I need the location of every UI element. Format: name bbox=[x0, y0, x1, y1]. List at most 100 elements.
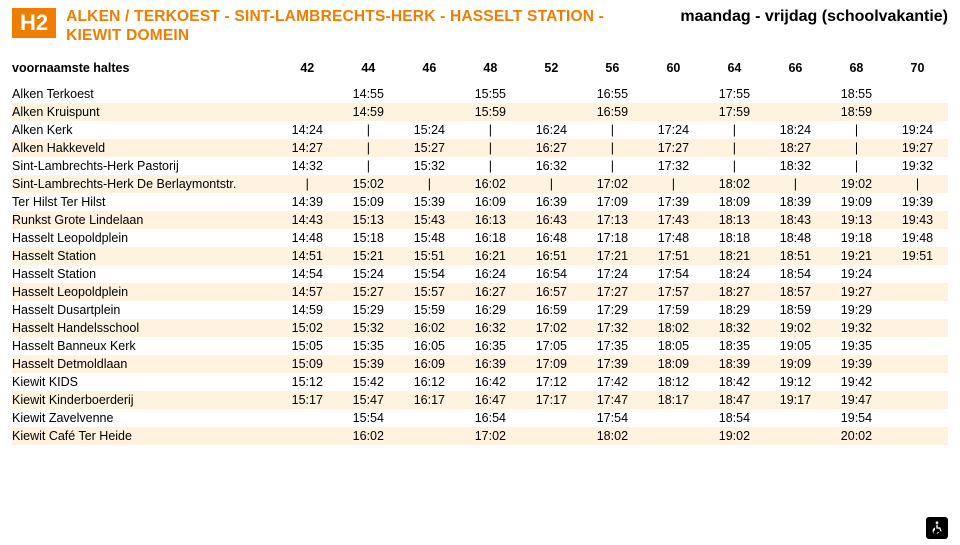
time-cell: 19:35 bbox=[826, 337, 887, 355]
column-header-ref: 46 bbox=[399, 55, 460, 85]
time-cell: 17:27 bbox=[643, 139, 704, 157]
time-cell: 19:05 bbox=[765, 337, 826, 355]
timetable-body: Alken Terkoest14:5515:5516:5517:5518:55A… bbox=[12, 85, 948, 445]
time-cell: 18:02 bbox=[582, 427, 643, 445]
time-cell: 18:12 bbox=[643, 373, 704, 391]
time-cell: 19:32 bbox=[826, 319, 887, 337]
time-cell: | bbox=[582, 157, 643, 175]
time-cell: 15:54 bbox=[399, 265, 460, 283]
time-cell: 17:02 bbox=[460, 427, 521, 445]
time-cell: 19:09 bbox=[826, 193, 887, 211]
stop-name: Hasselt Dusartplein bbox=[12, 301, 277, 319]
time-cell: 16:27 bbox=[521, 139, 582, 157]
time-cell: 15:55 bbox=[460, 85, 521, 103]
stop-name: Kiewit Café Ter Heide bbox=[12, 427, 277, 445]
time-cell: | bbox=[399, 175, 460, 193]
stop-name: Alken Kerk bbox=[12, 121, 277, 139]
time-cell: 18:35 bbox=[704, 337, 765, 355]
time-cell: 18:09 bbox=[704, 193, 765, 211]
time-cell: 17:21 bbox=[582, 247, 643, 265]
time-cell: 16:54 bbox=[460, 409, 521, 427]
time-cell: 16:05 bbox=[399, 337, 460, 355]
time-cell: 15:47 bbox=[338, 391, 399, 409]
time-cell: 19:54 bbox=[826, 409, 887, 427]
time-cell: 19:27 bbox=[887, 139, 948, 157]
time-cell: 18:17 bbox=[643, 391, 704, 409]
time-cell: 17:09 bbox=[582, 193, 643, 211]
table-row: Alken Kerk14:24|15:24|16:24|17:24|18:24|… bbox=[12, 121, 948, 139]
time-cell: 14:27 bbox=[277, 139, 338, 157]
time-cell: 18:39 bbox=[704, 355, 765, 373]
time-cell: 14:57 bbox=[277, 283, 338, 301]
time-cell: 18:18 bbox=[704, 229, 765, 247]
column-header-ref: 56 bbox=[582, 55, 643, 85]
time-cell: 16:13 bbox=[460, 211, 521, 229]
time-cell: 18:09 bbox=[643, 355, 704, 373]
time-cell: 17:39 bbox=[643, 193, 704, 211]
time-cell: 16:59 bbox=[582, 103, 643, 121]
time-cell bbox=[765, 427, 826, 445]
time-cell bbox=[643, 103, 704, 121]
time-cell: | bbox=[826, 157, 887, 175]
time-cell: 15:02 bbox=[277, 319, 338, 337]
time-cell: 20:02 bbox=[826, 427, 887, 445]
time-cell: 17:35 bbox=[582, 337, 643, 355]
time-cell: 14:59 bbox=[338, 103, 399, 121]
time-cell: 18:27 bbox=[765, 139, 826, 157]
time-cell: 17:55 bbox=[704, 85, 765, 103]
time-cell: 16:48 bbox=[521, 229, 582, 247]
time-cell: 15:54 bbox=[338, 409, 399, 427]
stop-name: Kiewit KIDS bbox=[12, 373, 277, 391]
time-cell: 14:48 bbox=[277, 229, 338, 247]
time-cell bbox=[643, 85, 704, 103]
time-cell: | bbox=[460, 121, 521, 139]
time-cell: 17:54 bbox=[582, 409, 643, 427]
time-cell: 15:24 bbox=[399, 121, 460, 139]
time-cell: 16:43 bbox=[521, 211, 582, 229]
time-cell: | bbox=[582, 121, 643, 139]
time-cell bbox=[887, 283, 948, 301]
time-cell: 16:17 bbox=[399, 391, 460, 409]
time-cell: 18:24 bbox=[704, 265, 765, 283]
time-cell: 15:32 bbox=[399, 157, 460, 175]
table-row: Ter Hilst Ter Hilst14:3915:0915:3916:091… bbox=[12, 193, 948, 211]
time-cell: 17:47 bbox=[582, 391, 643, 409]
time-cell bbox=[277, 409, 338, 427]
time-cell: 17:18 bbox=[582, 229, 643, 247]
table-row: Hasselt Detmoldlaan15:0915:3916:0916:391… bbox=[12, 355, 948, 373]
column-header-ref: 52 bbox=[521, 55, 582, 85]
time-cell: 15:43 bbox=[399, 211, 460, 229]
table-row: Hasselt Station14:5415:2415:5416:2416:54… bbox=[12, 265, 948, 283]
time-cell: 18:59 bbox=[826, 103, 887, 121]
time-cell: 18:55 bbox=[826, 85, 887, 103]
time-cell: 16:57 bbox=[521, 283, 582, 301]
time-cell: 17:05 bbox=[521, 337, 582, 355]
time-cell: 17:54 bbox=[643, 265, 704, 283]
time-cell bbox=[887, 409, 948, 427]
time-cell: 17:43 bbox=[643, 211, 704, 229]
time-cell: 19:27 bbox=[826, 283, 887, 301]
time-cell: 14:59 bbox=[277, 301, 338, 319]
stop-name: Kiewit Kinderboerderij bbox=[12, 391, 277, 409]
time-cell: 16:29 bbox=[460, 301, 521, 319]
time-cell: 14:39 bbox=[277, 193, 338, 211]
time-cell bbox=[887, 301, 948, 319]
time-cell: 15:18 bbox=[338, 229, 399, 247]
time-cell: 16:24 bbox=[521, 121, 582, 139]
time-cell: 15:05 bbox=[277, 337, 338, 355]
time-cell: 19:02 bbox=[765, 319, 826, 337]
table-row: Hasselt Leopoldplein14:5715:2715:5716:27… bbox=[12, 283, 948, 301]
time-cell bbox=[887, 427, 948, 445]
timetable-header: voornaamste haltes 424446485256606466687… bbox=[12, 55, 948, 85]
time-cell: 17:32 bbox=[643, 157, 704, 175]
time-cell: 16:59 bbox=[521, 301, 582, 319]
time-cell: 15:57 bbox=[399, 283, 460, 301]
table-row: Alken Hakkeveld14:27|15:27|16:27|17:27|1… bbox=[12, 139, 948, 157]
stop-name: Kiewit Zavelvenne bbox=[12, 409, 277, 427]
time-cell: 17:27 bbox=[582, 283, 643, 301]
column-header-stops: voornaamste haltes bbox=[12, 55, 277, 85]
time-cell bbox=[765, 85, 826, 103]
time-cell bbox=[521, 409, 582, 427]
table-row: Runkst Grote Lindelaan14:4315:1315:4316:… bbox=[12, 211, 948, 229]
time-cell: 18:27 bbox=[704, 283, 765, 301]
